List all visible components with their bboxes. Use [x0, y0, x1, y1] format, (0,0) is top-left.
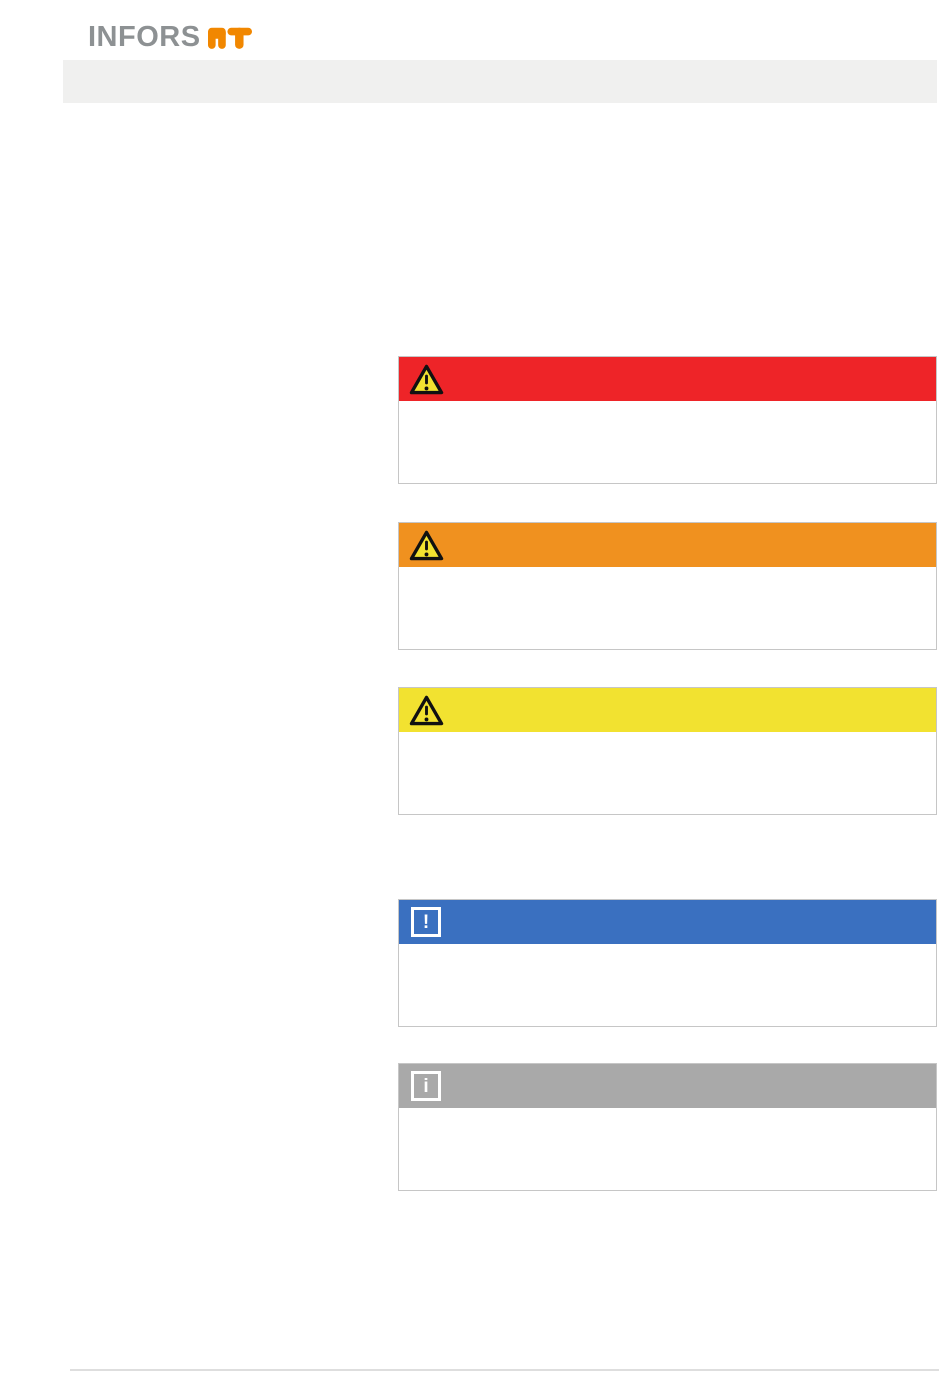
warning-triangle-icon [409, 695, 444, 725]
danger-body [399, 401, 936, 483]
notice-band: ! [399, 900, 936, 944]
danger-band [399, 357, 936, 401]
warning-band [399, 523, 936, 567]
warning-triangle-icon [409, 530, 444, 560]
caution-body [399, 732, 936, 814]
notice-admonition-box: ! [398, 899, 937, 1027]
header-bar [63, 60, 937, 103]
caution-admonition-box [398, 687, 937, 815]
danger-admonition-box [398, 356, 937, 484]
warning-triangle-icon [409, 364, 444, 394]
info-square-icon: i [411, 1071, 441, 1101]
exclamation-glyph: ! [422, 911, 430, 933]
infors-ht-logo-mark-icon [207, 27, 252, 49]
logo-text: INFORS [88, 21, 201, 53]
caution-band [399, 688, 936, 732]
info-body [399, 1108, 936, 1190]
footer-rule [70, 1369, 939, 1371]
info-admonition-box: i [398, 1063, 937, 1191]
warning-body [399, 567, 936, 649]
warning-admonition-box [398, 522, 937, 650]
exclamation-square-icon: ! [411, 907, 441, 937]
info-band: i [399, 1064, 936, 1108]
infors-ht-logo: INFORS [88, 21, 252, 53]
notice-body [399, 944, 936, 1026]
info-glyph: i [423, 1075, 429, 1097]
